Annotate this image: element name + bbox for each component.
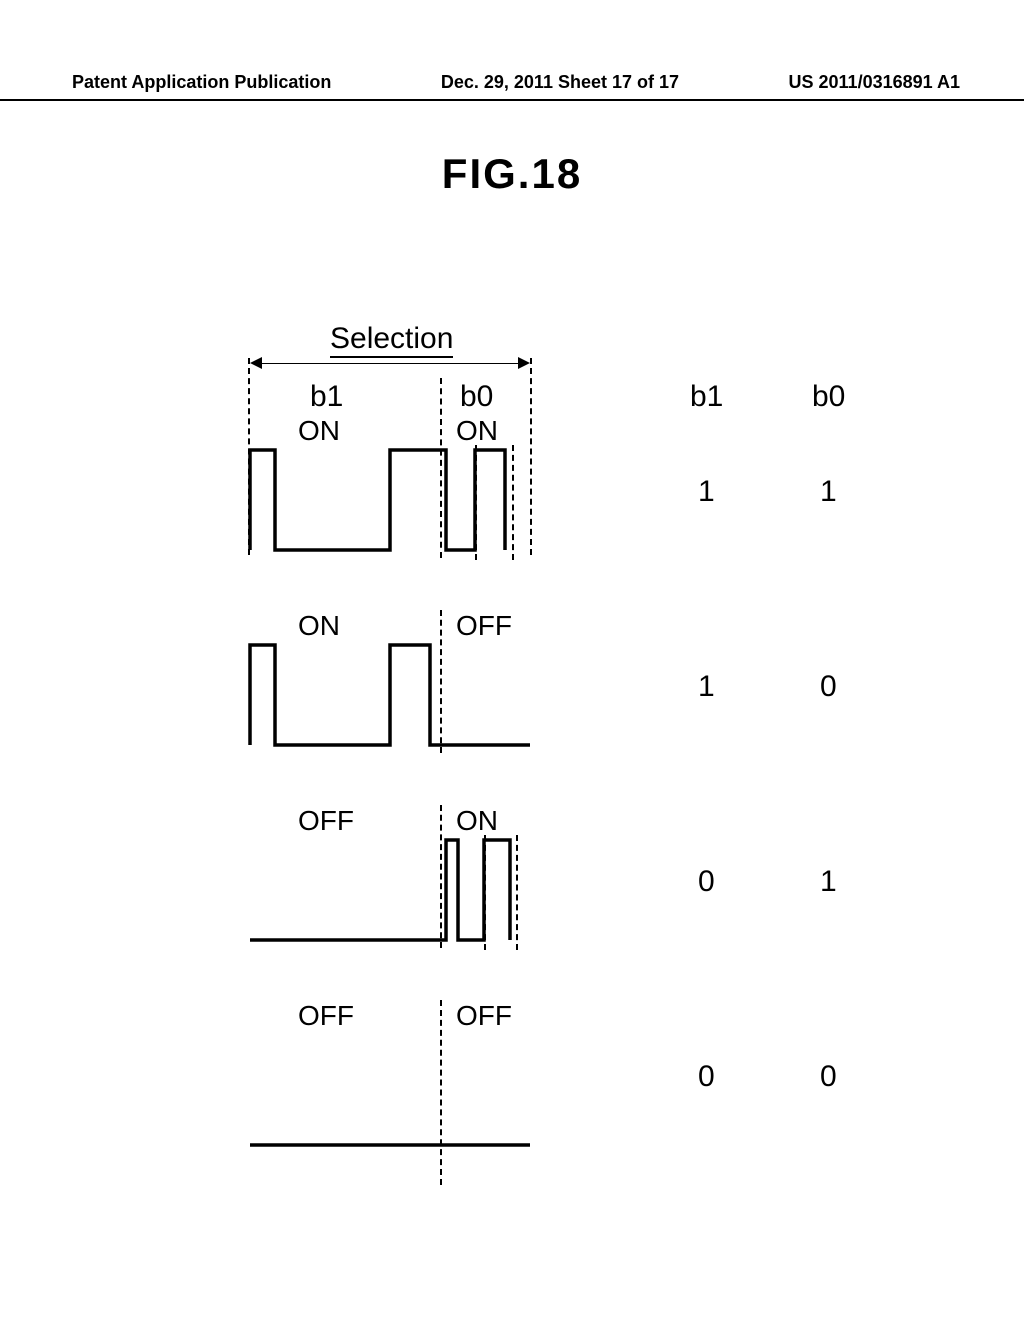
- row2-b0-state: ON: [456, 805, 498, 837]
- row0-b0-dash1: [475, 445, 477, 560]
- selection-arrow-left: [250, 357, 262, 369]
- row0-b0-value: 1: [820, 475, 837, 509]
- header-left: Patent Application Publication: [72, 72, 331, 93]
- row1-b1-value: 1: [698, 670, 715, 704]
- timing-diagram: Selectionb1b0b1b0ONON11ONOFF10OFFON01OFF…: [0, 300, 1024, 1220]
- selection-arrow-right: [518, 357, 530, 369]
- row0-mid-dash: [440, 378, 442, 558]
- row2-b0-dash1: [484, 835, 486, 950]
- row1-mid-dash: [440, 610, 442, 753]
- left-col-b1: b1: [310, 380, 343, 414]
- row0-b1-state: ON: [298, 415, 340, 447]
- row2-b1-state: OFF: [298, 805, 354, 837]
- header-right: US 2011/0316891 A1: [789, 72, 960, 93]
- row1-waveform: [250, 745, 550, 749]
- dash-right-boundary: [530, 358, 532, 555]
- row2-b0-dash2: [516, 835, 518, 950]
- row3-waveform: [250, 1135, 550, 1139]
- figure-title: FIG.18: [0, 150, 1024, 198]
- row0-b0-state: ON: [456, 415, 498, 447]
- row0-waveform: [250, 550, 550, 554]
- right-col-b0: b0: [812, 380, 845, 414]
- row0-b1-value: 1: [698, 475, 715, 509]
- selection-label: Selection: [330, 322, 453, 358]
- row1-b0-value: 0: [820, 670, 837, 704]
- header-center: Dec. 29, 2011 Sheet 17 of 17: [441, 72, 679, 93]
- row2-b0-value: 1: [820, 865, 837, 899]
- selection-arrow-line: [258, 363, 522, 364]
- row2-b1-value: 0: [698, 865, 715, 899]
- row1-b0-state: OFF: [456, 610, 512, 642]
- row3-b1-value: 0: [698, 1060, 715, 1094]
- row3-b1-state: OFF: [298, 1000, 354, 1032]
- left-col-b0: b0: [460, 380, 493, 414]
- row1-b1-state: ON: [298, 610, 340, 642]
- patent-header: Patent Application Publication Dec. 29, …: [0, 72, 1024, 101]
- row3-b0-state: OFF: [456, 1000, 512, 1032]
- right-col-b1: b1: [690, 380, 723, 414]
- row2-waveform: [250, 940, 550, 944]
- row2-mid-dash: [440, 805, 442, 948]
- row3-mid-dash: [440, 1000, 442, 1185]
- row3-b0-value: 0: [820, 1060, 837, 1094]
- row0-b0-dash2: [512, 445, 514, 560]
